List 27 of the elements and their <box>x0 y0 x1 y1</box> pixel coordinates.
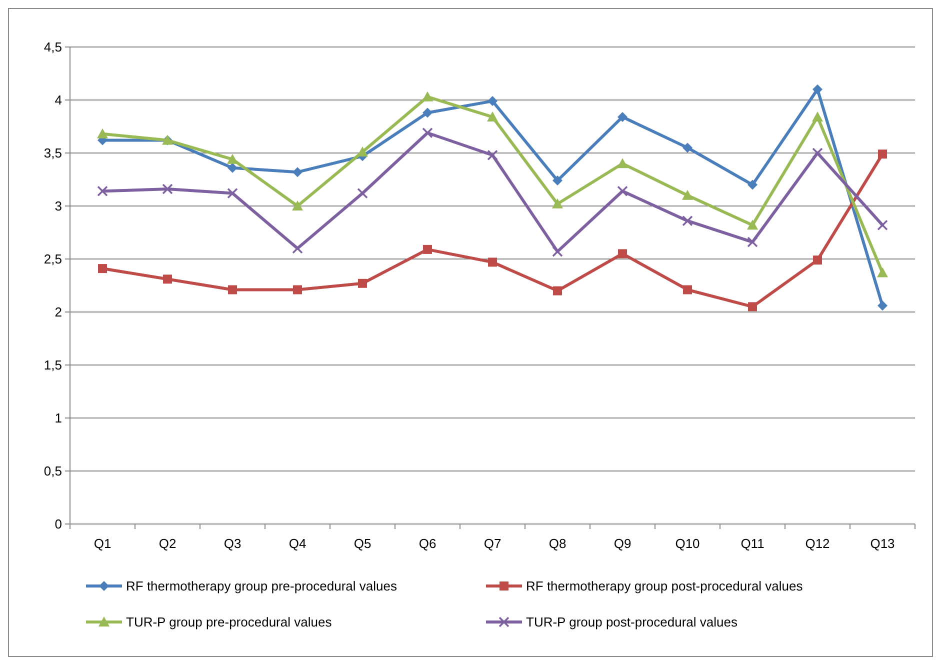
x-tick-label: Q9 <box>614 536 632 551</box>
x-tick-label: Q6 <box>418 536 436 551</box>
y-tick-label: 1,5 <box>44 358 62 373</box>
y-tick-label: 1 <box>54 410 62 426</box>
x-tick-label: Q2 <box>158 536 176 551</box>
x-tick-label: Q7 <box>484 536 502 551</box>
x-tick-label: Q13 <box>870 536 895 551</box>
x-tick-label: Q5 <box>354 536 372 551</box>
x-tick-label: Q4 <box>288 536 306 551</box>
y-tick-label: 4,5 <box>44 40 62 55</box>
legend-label: TUR-P group pre-procedural values <box>126 614 332 630</box>
y-tick-label: 0 <box>54 516 62 532</box>
y-tick-label: 3,5 <box>44 146 62 161</box>
legend-label: RF thermotherapy group pre-procedural values <box>126 578 398 594</box>
y-tick-label: 2 <box>54 304 62 320</box>
x-tick-label: Q8 <box>548 536 566 551</box>
x-tick-label: Q1 <box>94 536 112 551</box>
y-tick-label: 2,5 <box>44 252 62 267</box>
x-tick-label: Q10 <box>675 536 700 551</box>
y-tick-label: 4 <box>54 92 62 108</box>
legend-label: TUR-P group post-procedural values <box>526 614 738 630</box>
legend-label: RF thermotherapy group post-procedural values <box>526 578 804 594</box>
x-tick-label: Q11 <box>740 536 764 551</box>
x-tick-label: Q3 <box>224 536 242 551</box>
y-tick-label: 0,5 <box>44 464 62 479</box>
x-tick-label: Q12 <box>805 536 830 551</box>
y-tick-label: 3 <box>54 198 62 214</box>
